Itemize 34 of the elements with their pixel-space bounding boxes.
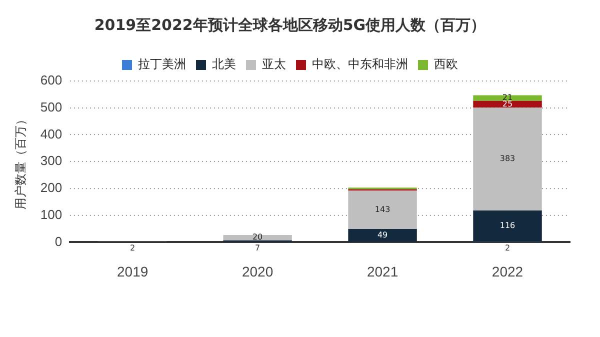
y-tick-label: 600	[40, 72, 62, 88]
x-tick-label: 2019	[117, 263, 148, 280]
data-label: 116	[500, 221, 516, 230]
bar	[473, 95, 542, 101]
y-tick-label: 300	[40, 153, 62, 168]
data-label: 2	[504, 243, 510, 252]
bar	[348, 229, 417, 242]
x-tick-label: 2021	[366, 263, 398, 280]
y-tick-label: 400	[40, 126, 62, 142]
legend-label: 西欧	[434, 57, 458, 72]
y-axis-title: 用户数量（百万）	[14, 114, 28, 210]
y-tick-label: 200	[40, 180, 62, 196]
bar	[473, 108, 542, 210]
legend-label: 北美	[212, 57, 236, 72]
bar	[473, 100, 542, 108]
bar	[473, 210, 542, 242]
legend-label: 亚太	[262, 57, 286, 72]
bar	[348, 190, 417, 230]
data-label: 143	[374, 204, 390, 214]
y-tick-label: 0	[54, 234, 62, 249]
bar	[223, 234, 292, 240]
legend-label: 拉丁美洲	[138, 57, 186, 72]
data-label: 20	[252, 232, 263, 242]
legend-label: 中欧、中东和非洲	[312, 57, 408, 72]
y-tick-label: 500	[40, 99, 62, 114]
data-label: 383	[500, 154, 516, 164]
y-tick-label: 100	[40, 206, 62, 222]
x-tick-label: 2020	[242, 263, 274, 280]
chart-title: 2019至2022年预计全球各地区移动5G使用人数（百万）	[94, 16, 486, 34]
data-label: 25	[502, 99, 513, 108]
data-label: 7	[255, 243, 260, 252]
x-tick-label: 2022	[492, 263, 524, 280]
data-label: 2	[130, 243, 136, 252]
data-label: 49	[377, 230, 388, 240]
